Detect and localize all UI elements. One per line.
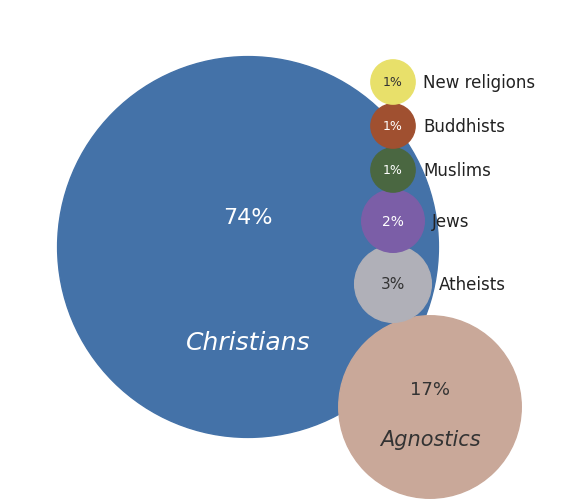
Text: 1%: 1% [383,120,403,133]
Text: Agnostics: Agnostics [380,429,480,449]
Circle shape [355,246,432,323]
Circle shape [371,105,415,149]
Circle shape [339,316,522,498]
Text: 3%: 3% [381,277,405,292]
Text: 2%: 2% [382,214,404,228]
Circle shape [58,58,439,437]
Text: Muslims: Muslims [423,162,491,180]
Circle shape [371,149,415,193]
Text: New religions: New religions [423,74,535,92]
Circle shape [371,61,415,105]
Circle shape [362,190,425,253]
Text: Jews: Jews [432,212,470,230]
Text: Buddhists: Buddhists [423,118,505,136]
Text: 17%: 17% [410,380,450,398]
Text: 74%: 74% [223,207,273,227]
Text: Christians: Christians [186,330,310,354]
Text: 1%: 1% [383,164,403,177]
Text: Atheists: Atheists [439,276,506,294]
Text: 1%: 1% [383,76,403,89]
